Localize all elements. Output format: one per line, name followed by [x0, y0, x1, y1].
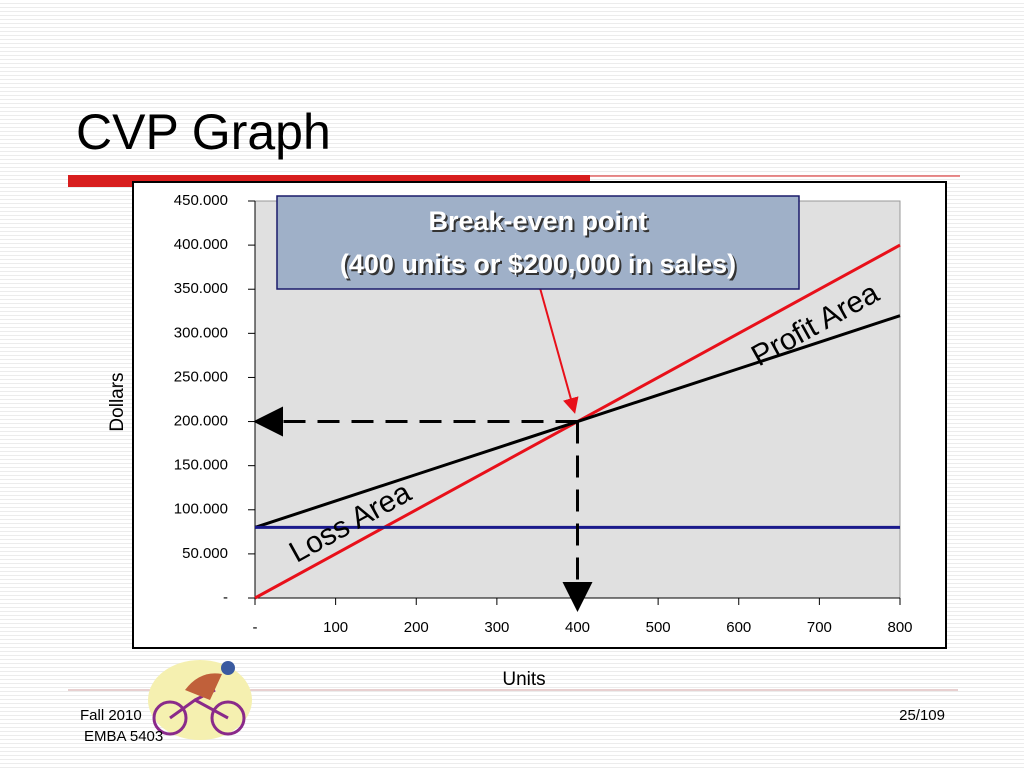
callout-pointer: [539, 287, 579, 414]
y-tick-label: 100.000: [174, 501, 228, 518]
x-axis-label: Units: [502, 669, 545, 690]
y-tick-label: 250.000: [174, 368, 228, 385]
callout-text: (400 units or $200,000 in sales): [340, 249, 736, 279]
x-tick-label: 700: [807, 619, 832, 636]
y-axis-label: Dollars: [107, 372, 128, 431]
x-tick-label: 800: [887, 619, 912, 636]
callout-text: Break-even point: [428, 206, 647, 236]
y-tick-label: 400.000: [174, 236, 228, 253]
y-tick-label: 450.000: [174, 192, 228, 209]
x-tick-label: 100: [323, 619, 348, 636]
callout-box: [276, 195, 800, 290]
y-tick-label: 350.000: [174, 280, 228, 297]
footer-left: EMBA 5403: [84, 728, 163, 745]
x-tick-label: 300: [484, 619, 509, 636]
x-tick-label: 600: [726, 619, 751, 636]
footer-left: Fall 2010: [80, 707, 142, 724]
x-tick-label: 500: [646, 619, 671, 636]
callout-shadow: (400 units or $200,000 in sales): [342, 251, 738, 281]
slide-title: CVP Graph: [76, 104, 331, 160]
bicycle-clipart: [148, 660, 252, 740]
y-tick-label: 50.000: [182, 545, 228, 562]
callout-shadow: Break-even point: [430, 208, 649, 238]
x-tick-label: 400: [565, 619, 590, 636]
x-tick-label: 200: [404, 619, 429, 636]
y-tick-label: -: [223, 589, 228, 606]
x-tick-label: -: [253, 619, 258, 636]
y-tick-label: 300.000: [174, 324, 228, 341]
page-number: 25/109: [899, 707, 945, 724]
y-tick-label: 200.000: [174, 413, 228, 430]
y-tick-label: 150.000: [174, 457, 228, 474]
